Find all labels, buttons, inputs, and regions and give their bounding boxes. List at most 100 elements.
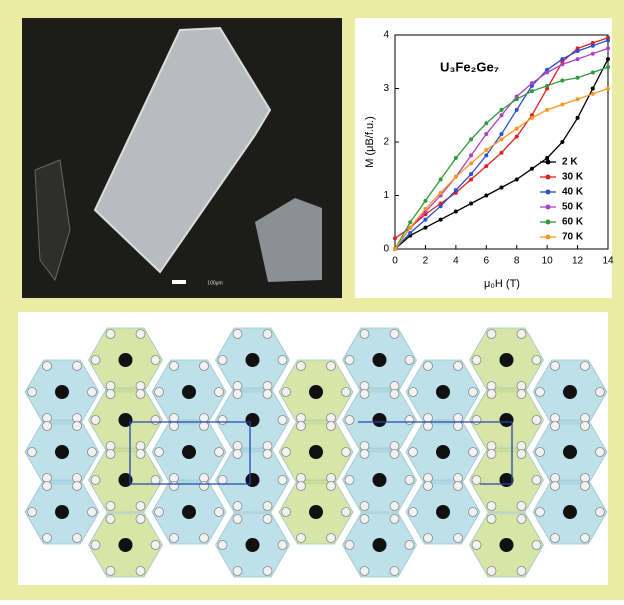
atom — [389, 566, 400, 576]
atom — [499, 538, 514, 552]
data-point — [408, 230, 413, 235]
atom — [232, 566, 243, 576]
atom — [408, 387, 418, 397]
data-point — [393, 247, 397, 251]
atom — [217, 475, 228, 485]
data-point — [560, 140, 565, 144]
atom — [277, 415, 288, 425]
atom — [262, 329, 273, 339]
atom — [105, 329, 116, 339]
data-point — [575, 49, 580, 54]
atom — [105, 449, 116, 459]
legend-label: 70 K — [562, 232, 584, 243]
atom — [105, 501, 116, 511]
atom — [135, 449, 146, 459]
data-point — [453, 188, 458, 193]
atom — [359, 389, 370, 399]
atom — [372, 538, 387, 552]
atom — [232, 449, 243, 459]
atom — [27, 387, 37, 397]
legend-label: 30 K — [562, 172, 584, 183]
data-point — [606, 38, 610, 43]
atom — [580, 421, 590, 431]
atom — [262, 449, 273, 459]
data-point — [499, 113, 504, 118]
atom — [359, 501, 370, 511]
atom — [277, 475, 288, 485]
atom — [199, 361, 209, 371]
data-point — [438, 177, 443, 182]
atom — [214, 447, 224, 457]
atom — [42, 533, 52, 543]
atom — [486, 329, 497, 339]
atom — [262, 501, 273, 511]
atom — [389, 329, 400, 339]
atom — [262, 389, 273, 399]
atom — [344, 415, 355, 425]
atom — [309, 445, 323, 459]
data-point — [423, 217, 428, 222]
atom — [326, 533, 336, 543]
x-tick-label: 0 — [392, 256, 398, 267]
atom — [468, 447, 478, 457]
atom — [42, 361, 52, 371]
data-point — [575, 115, 580, 120]
atom — [486, 514, 497, 524]
data-point — [423, 206, 428, 211]
x-tick-label: 14 — [602, 256, 614, 267]
atom — [182, 385, 196, 399]
atom — [135, 501, 146, 511]
atom — [408, 447, 418, 457]
atom — [199, 481, 209, 491]
atom — [90, 540, 101, 550]
data-point — [484, 121, 489, 126]
atom — [245, 353, 260, 367]
data-point — [438, 190, 443, 195]
atom — [296, 361, 306, 371]
crystal-structure — [24, 327, 608, 578]
atom — [118, 413, 133, 427]
atom — [341, 507, 351, 517]
data-point — [606, 86, 610, 91]
data-point — [560, 78, 565, 83]
atom — [232, 501, 243, 511]
atom — [232, 389, 243, 399]
data-point — [469, 153, 474, 158]
atom — [169, 533, 179, 543]
atom — [326, 361, 336, 371]
data-point — [590, 51, 595, 56]
atom — [389, 501, 400, 511]
atom — [55, 385, 69, 399]
atom — [531, 415, 542, 425]
atom — [389, 389, 400, 399]
atom — [359, 566, 370, 576]
chart-title: U₃Fe₂Ge₇ — [440, 59, 499, 74]
scale-label: 100μm — [207, 280, 222, 286]
data-point — [545, 83, 550, 88]
atom — [182, 445, 196, 459]
atom — [245, 413, 260, 427]
atom — [150, 355, 161, 365]
data-point — [453, 174, 458, 179]
atom — [217, 355, 228, 365]
atom — [154, 387, 164, 397]
legend-label: 60 K — [562, 217, 584, 228]
y-tick-label: 1 — [383, 190, 389, 201]
atom — [535, 447, 545, 457]
atom — [408, 507, 418, 517]
legend-label: 50 K — [562, 202, 584, 213]
atom — [516, 389, 527, 399]
atom — [595, 447, 605, 457]
atom — [87, 507, 97, 517]
atom — [169, 481, 179, 491]
data-point — [529, 115, 534, 120]
atom — [516, 329, 527, 339]
data-point — [499, 185, 504, 190]
atom — [423, 361, 433, 371]
atom — [344, 540, 355, 550]
atom — [42, 421, 52, 431]
x-axis-label: μ₀H (T) — [484, 278, 520, 290]
atom — [486, 449, 497, 459]
atom — [580, 361, 590, 371]
